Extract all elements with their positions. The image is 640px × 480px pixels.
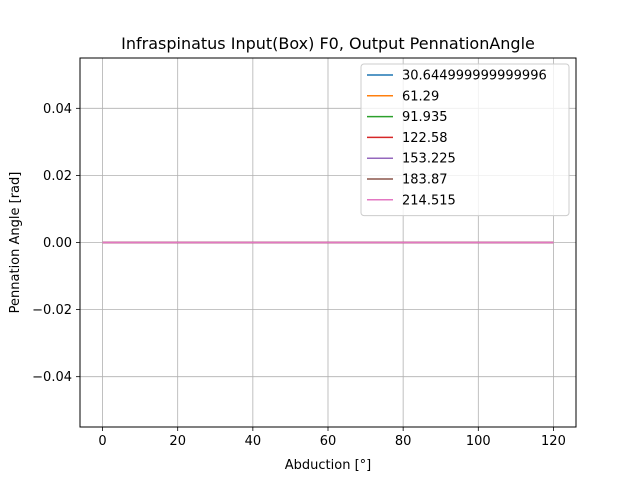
- x-tick-label: 60: [320, 434, 337, 449]
- y-axis-ticks: −0.04 −0.02 0.00 0.02 0.04: [32, 102, 80, 385]
- y-tick-label: −0.04: [32, 370, 72, 385]
- y-tick-label: 0.00: [43, 236, 72, 251]
- x-tick-label: 40: [245, 434, 262, 449]
- legend-label: 30.644999999999996: [402, 69, 547, 84]
- legend-box: [360, 63, 570, 217]
- x-tick-label: 20: [169, 434, 186, 449]
- x-axis-ticks: 0 20 40 60 80 100 120: [98, 427, 566, 449]
- legend-label: 183.87: [402, 173, 448, 188]
- legend: 30.644999999999996 61.29 91.935 122.58 153.2…: [360, 63, 570, 217]
- legend-label: 122.58: [402, 131, 448, 146]
- y-axis-label: Pennation Angle [rad]: [8, 172, 23, 314]
- legend-label: 153.225: [402, 152, 456, 167]
- x-tick-label: 100: [466, 434, 491, 449]
- y-tick-label: 0.02: [43, 169, 72, 184]
- x-tick-label: 80: [395, 434, 412, 449]
- legend-label: 61.29: [402, 89, 439, 104]
- x-tick-label: 0: [98, 434, 106, 449]
- legend-label: 91.935: [402, 110, 448, 125]
- chart-title: Infraspinatus Input(Box) F0, Output Penn…: [121, 34, 535, 53]
- legend-label: 214.515: [402, 193, 456, 208]
- y-tick-label: 0.04: [43, 102, 72, 117]
- x-tick-label: 120: [541, 434, 566, 449]
- x-axis-label: Abduction [°]: [285, 458, 371, 473]
- y-tick-label: −0.02: [32, 303, 72, 318]
